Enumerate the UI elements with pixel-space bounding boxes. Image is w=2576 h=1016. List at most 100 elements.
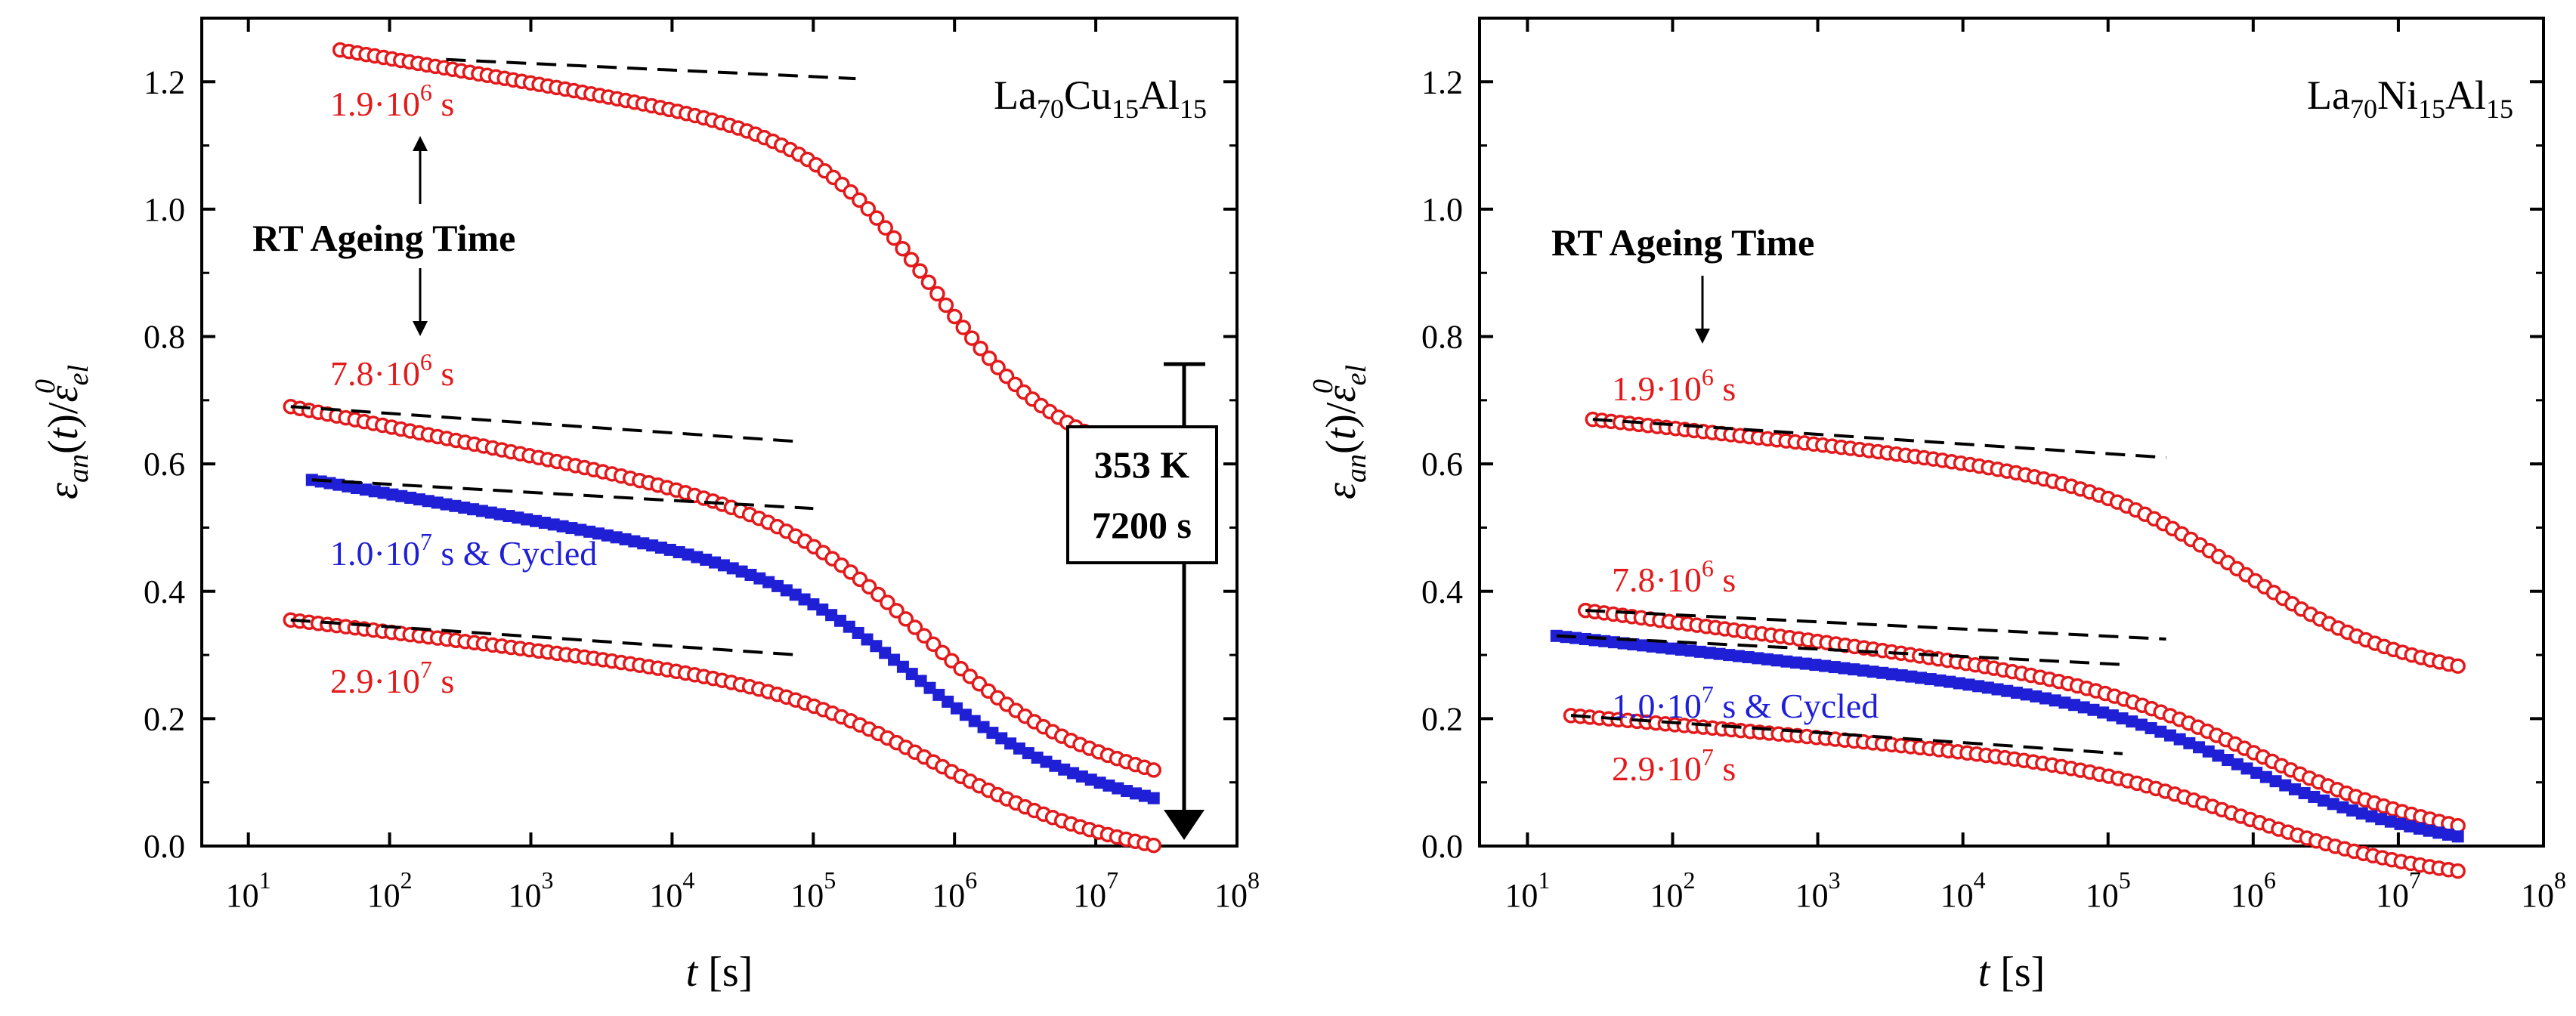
data-point [907, 619, 923, 635]
data-point [2394, 817, 2407, 830]
data-point [1991, 683, 2004, 696]
x-tick-label: 107 [1073, 866, 1118, 914]
data-point [2020, 688, 2033, 701]
data-point [1790, 656, 1803, 669]
y-tick-label: 0.2 [1421, 700, 1463, 737]
x-tick-label: 103 [1795, 866, 1841, 914]
series-2 [1577, 602, 2466, 834]
data-point [2404, 820, 2417, 833]
plot-panel-left: 0.0 0.2 0.4 0.6 0.8 1.0 1.2 101 102 103 104 105 106 1… [29, 17, 1260, 996]
data-point [1146, 837, 1161, 854]
data-point [2010, 686, 2023, 699]
anneal-temp: 353 K [1094, 443, 1190, 486]
data-point [868, 210, 885, 226]
x-tick-label: 103 [508, 866, 553, 914]
data-point [2222, 754, 2234, 767]
data-point [916, 628, 932, 644]
data-point [1656, 641, 1668, 654]
y-axis-title: εan(t)/εel0 [29, 365, 94, 499]
series-label-s3: 1.0·107 s & Cycled [330, 528, 597, 573]
data-point [981, 350, 997, 366]
fit-line [1556, 634, 2123, 666]
y-tick-label: 0.6 [144, 446, 185, 483]
y-tick-label: 1.2 [1421, 63, 1463, 100]
x-tick-label: 106 [932, 866, 977, 914]
x-tick-label: 101 [226, 866, 271, 914]
fit-line [446, 57, 856, 81]
data-point [2087, 703, 2100, 716]
data-point [912, 263, 928, 279]
data-point [1857, 664, 1869, 677]
data-point [2327, 798, 2339, 811]
anneal-time: 7200 s [1092, 504, 1192, 546]
fit-line [311, 478, 814, 511]
data-point [2279, 779, 2292, 792]
x-tick-label: 107 [2376, 866, 2421, 914]
data-point [1972, 680, 1985, 693]
series-label-s4: 2.9·107 s [1612, 743, 1736, 788]
data-point [2154, 725, 2167, 738]
plot-panel-right: 0.0 0.2 0.4 0.6 0.8 1.0 1.2 101 102 103 104 105 106 1… [1307, 17, 2566, 996]
arrow-head-up [413, 136, 428, 151]
data-point [903, 252, 920, 268]
plot-frame [200, 17, 1239, 848]
data-point [1962, 678, 1975, 691]
data-point [2212, 749, 2225, 762]
series-label-s2: 7.8·106 s [330, 348, 454, 393]
data-point [2365, 810, 2378, 823]
x-tick-label: 102 [1650, 866, 1695, 914]
data-point [947, 308, 963, 325]
y-tick-label: 1.0 [1421, 191, 1463, 228]
series-3 [1550, 629, 2464, 843]
data-point [886, 230, 902, 246]
data-point [2001, 684, 2014, 697]
data-point [1885, 668, 1898, 681]
data-point [1147, 792, 1160, 804]
data-point [2135, 718, 2148, 731]
alloy-label: La70Cu15Al15 [994, 73, 1207, 124]
plot-frame [1478, 17, 2545, 848]
data-point [1828, 661, 1841, 674]
data-point [963, 330, 980, 346]
data-point [920, 274, 937, 290]
data-point [1780, 655, 1793, 668]
data-point [1713, 647, 1726, 660]
data-point [2030, 690, 2043, 703]
x-tick-label: 105 [2086, 866, 2131, 914]
data-point [2116, 712, 2129, 724]
data-point [880, 594, 895, 610]
rt-ageing-label: RT Ageing Time [1551, 221, 1814, 264]
series-label-s4: 2.9·107 s [330, 656, 454, 700]
data-point [925, 636, 942, 653]
data-point [2058, 696, 2071, 709]
data-point [2346, 804, 2359, 817]
x-tick-label: 106 [2231, 866, 2276, 914]
data-point [2039, 692, 2052, 705]
data-point [2288, 783, 2301, 795]
data-point [1770, 654, 1783, 667]
rt-ageing-label: RT Ageing Time [252, 217, 515, 259]
data-point [2240, 762, 2253, 775]
data-point [2183, 737, 2196, 749]
data-point [2163, 729, 2176, 742]
series-label-s2: 7.8·106 s [1612, 554, 1736, 599]
fit-line [1592, 418, 2166, 459]
data-point [2450, 658, 2466, 674]
data-point [2308, 790, 2321, 803]
data-point [2298, 787, 2311, 800]
data-point [1742, 650, 1755, 663]
y-tick-label: 0.4 [144, 573, 185, 610]
data-point [955, 320, 972, 335]
series-1 [1585, 411, 2466, 674]
x-axis-title: t [s] [686, 949, 753, 996]
x-tick-label: 108 [2521, 866, 2566, 914]
data-point [2250, 767, 2263, 780]
x-tick-label: 101 [1504, 866, 1550, 914]
data-point [1646, 640, 1659, 653]
y-axis-title: εan(t)/εel0 [1307, 365, 1372, 499]
arrow-head-down [413, 321, 428, 336]
data-point [2097, 706, 2110, 719]
data-point [2231, 758, 2244, 770]
data-point [860, 201, 877, 217]
